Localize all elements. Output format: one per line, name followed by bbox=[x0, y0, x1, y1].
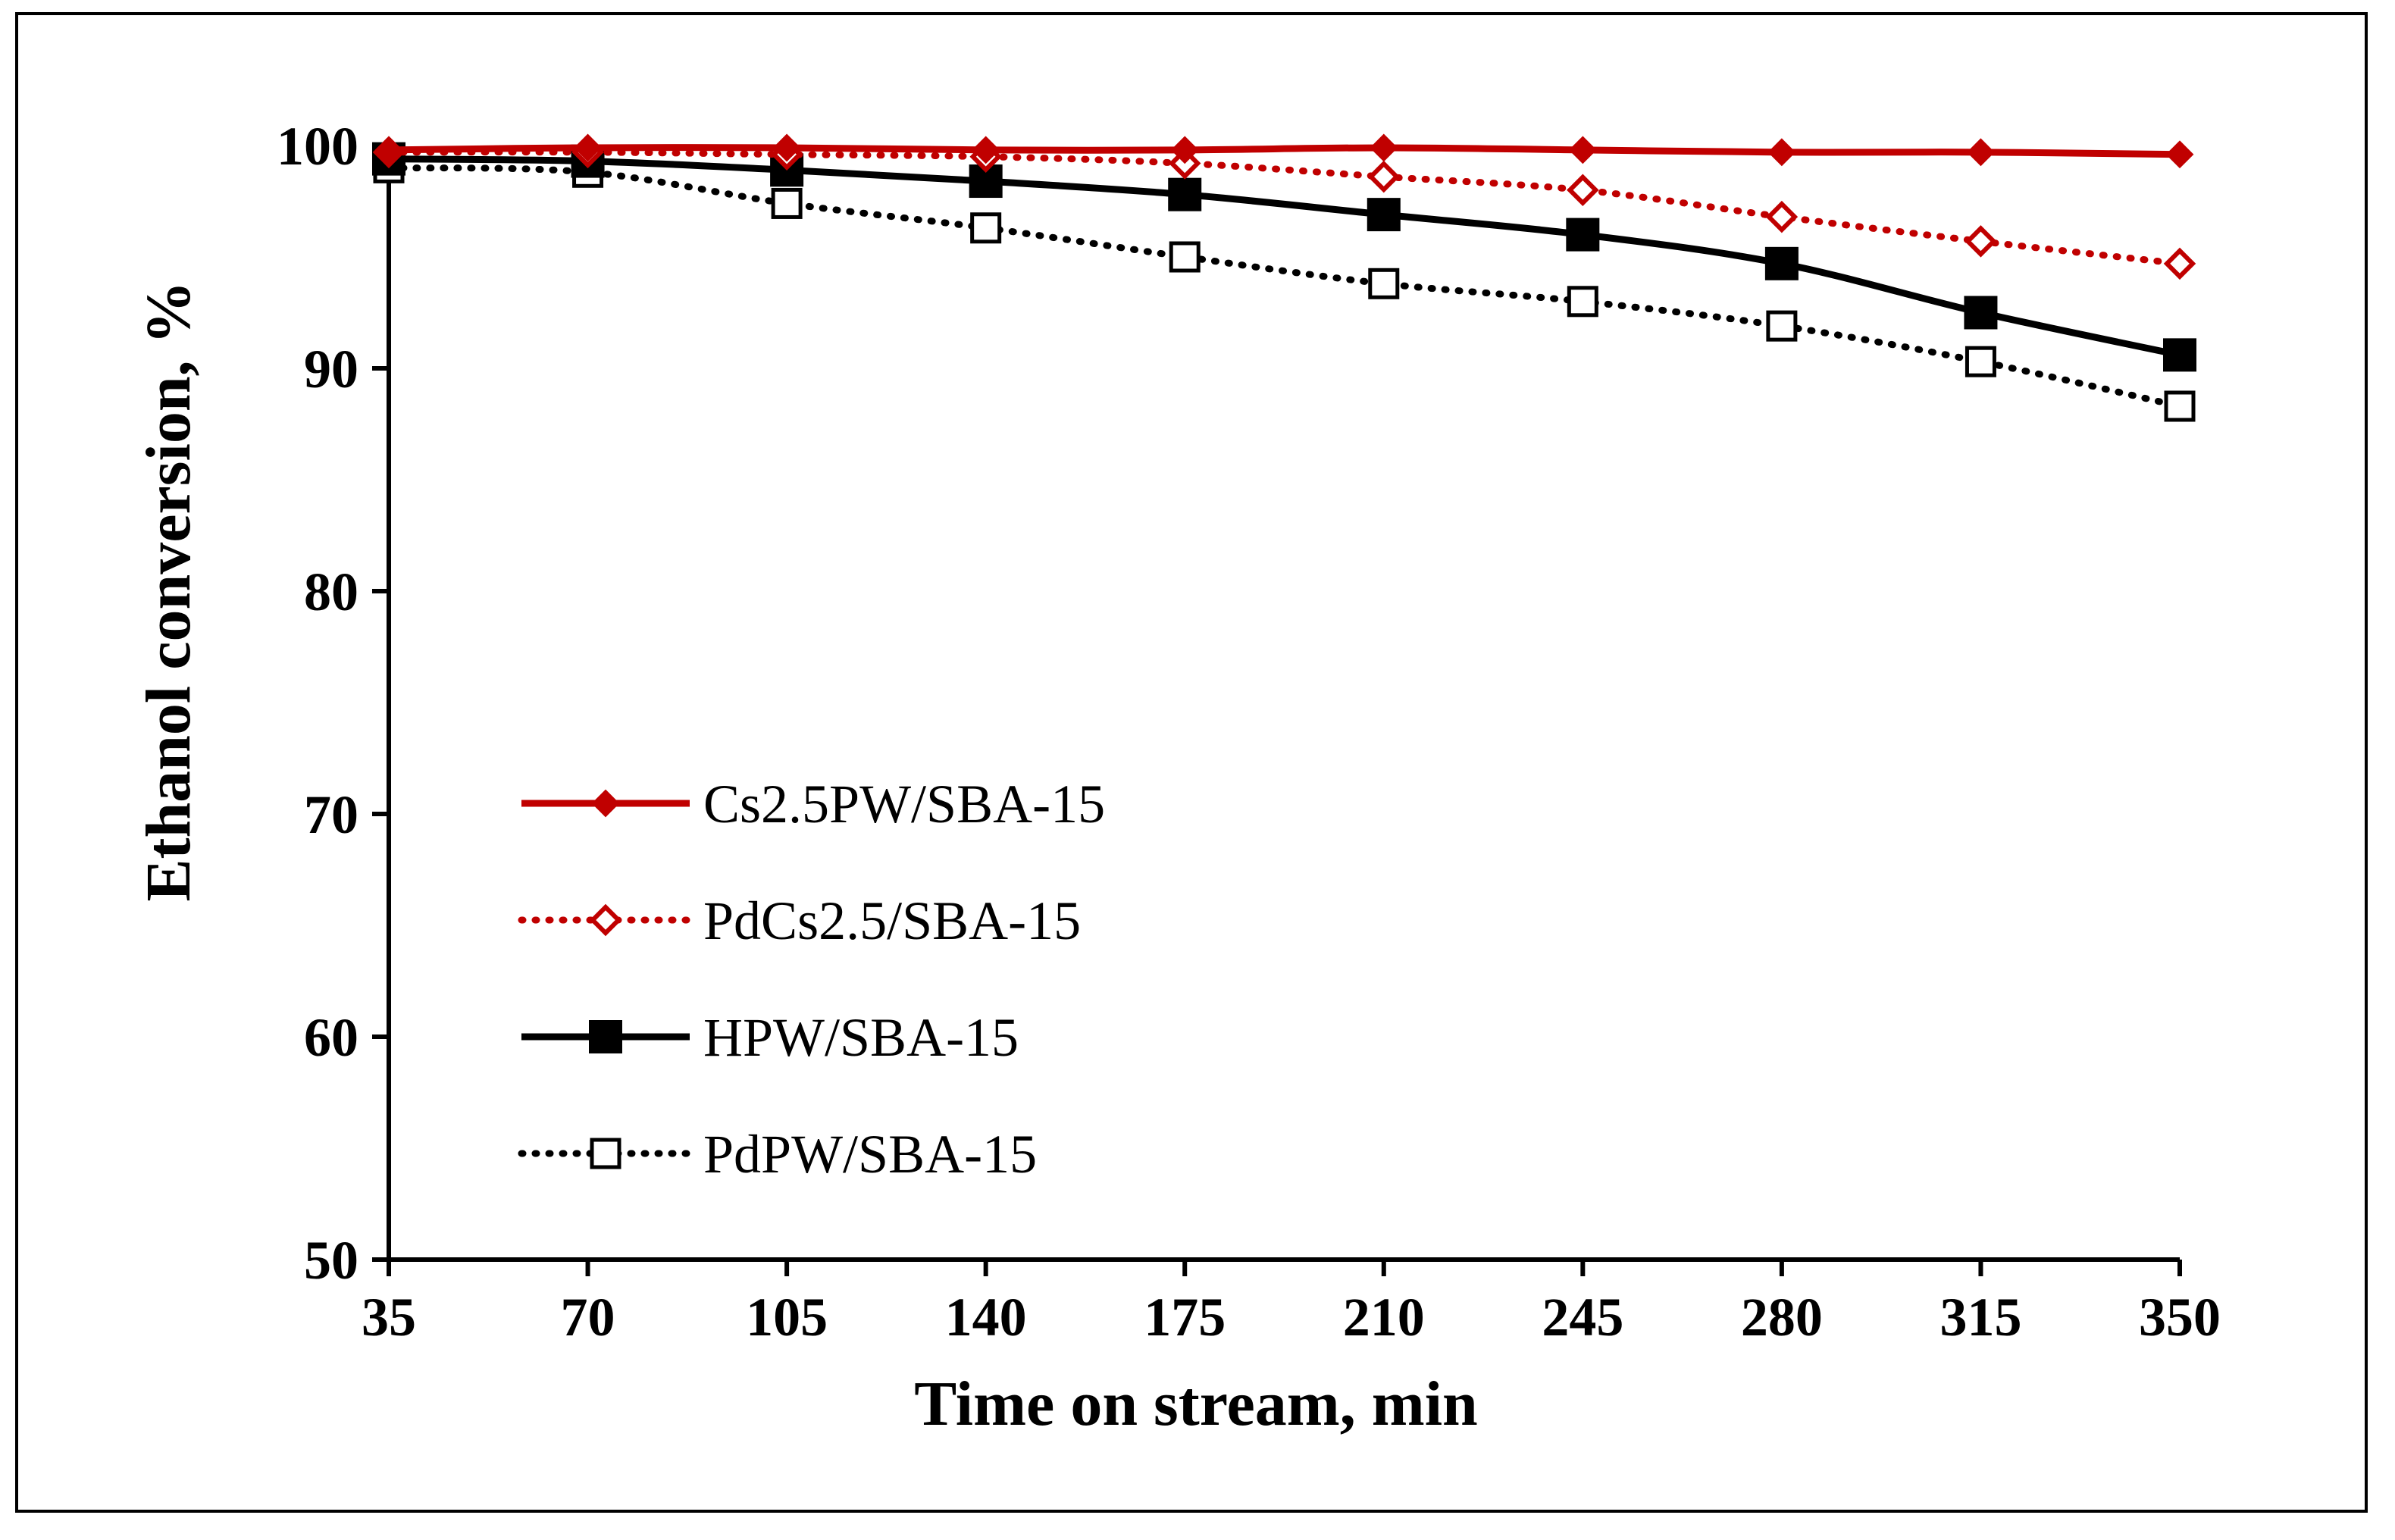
x-tick-label: 210 bbox=[1343, 1287, 1425, 1348]
x-tick-label: 350 bbox=[2139, 1287, 2221, 1348]
data-point bbox=[1168, 177, 1202, 211]
data-point bbox=[1965, 346, 1996, 377]
data-point bbox=[772, 133, 801, 162]
data-point bbox=[1170, 136, 1199, 164]
data-point bbox=[1767, 138, 1796, 167]
legend-label: PdPW/SBA-15 bbox=[703, 1124, 1037, 1185]
series-pdpw-sba-15 bbox=[373, 152, 2196, 422]
data-point bbox=[1766, 310, 1798, 342]
data-point bbox=[970, 212, 1002, 244]
y-tick-label: 60 bbox=[304, 1007, 358, 1068]
series-hpw-sba-15 bbox=[372, 142, 2196, 372]
data-point bbox=[2165, 140, 2194, 169]
x-tick-label: 70 bbox=[561, 1287, 615, 1348]
x-tick-label: 140 bbox=[945, 1287, 1027, 1348]
data-point bbox=[1765, 200, 1799, 233]
data-point bbox=[1566, 218, 1600, 252]
data-point bbox=[1967, 138, 1995, 167]
y-tick-label: 90 bbox=[304, 339, 358, 399]
x-tick-label: 315 bbox=[1939, 1287, 2021, 1348]
data-point bbox=[1367, 198, 1401, 232]
legend-item: PdCs2.5/SBA-15 bbox=[518, 891, 1081, 951]
axes: 50 60 70 80 90 100 35 70 105 140 175 210 245 280 315 35… bbox=[277, 116, 2221, 1348]
data-point bbox=[972, 136, 1000, 164]
data-point bbox=[2163, 338, 2196, 372]
y-tick-label: 70 bbox=[304, 784, 358, 845]
series-layer bbox=[372, 133, 2196, 422]
y-axis-title: Ethanol conversion, % bbox=[133, 280, 204, 901]
series-line bbox=[385, 149, 2184, 268]
data-point bbox=[1764, 246, 1799, 280]
legend-item: HPW/SBA-15 bbox=[521, 1007, 1019, 1068]
data-point bbox=[1567, 286, 1598, 318]
x-tick-label: 175 bbox=[1144, 1287, 1226, 1348]
y-tick-label: 50 bbox=[304, 1230, 358, 1291]
data-point bbox=[1367, 160, 1401, 193]
data-point bbox=[1964, 296, 1998, 330]
legend-label: PdCs2.5/SBA-15 bbox=[703, 891, 1081, 951]
x-tick-label: 105 bbox=[746, 1287, 828, 1348]
series-cs2-5pw-sba-15 bbox=[374, 133, 2194, 169]
x-tick-label: 280 bbox=[1741, 1287, 1823, 1348]
legend-marker bbox=[589, 903, 622, 937]
legend-label: HPW/SBA-15 bbox=[703, 1007, 1019, 1068]
data-point bbox=[1567, 174, 1599, 207]
data-point bbox=[1568, 136, 1597, 164]
x-tick-label: 35 bbox=[362, 1287, 416, 1348]
data-point bbox=[574, 133, 602, 162]
x-axis-title: Time on stream, min bbox=[914, 1369, 1478, 1439]
x-tick-label: 245 bbox=[1542, 1287, 1623, 1348]
data-point bbox=[1965, 225, 1997, 258]
series-line bbox=[385, 164, 2184, 410]
legend-marker bbox=[590, 1138, 621, 1169]
legend-item: Cs2.5PW/SBA-15 bbox=[521, 774, 1105, 834]
legend-marker bbox=[591, 789, 620, 818]
data-point bbox=[1169, 241, 1201, 273]
data-point bbox=[1368, 268, 1400, 299]
legend-marker bbox=[589, 1020, 622, 1053]
legend: Cs2.5PW/SBA-15 PdCs2.5/SBA-15 HPW/SBA-15 Pd… bbox=[518, 774, 1105, 1185]
y-tick-label: 80 bbox=[304, 562, 358, 622]
series-pdcs2-5-sba-15 bbox=[372, 136, 2196, 280]
data-point bbox=[2163, 247, 2196, 280]
legend-label: Cs2.5PW/SBA-15 bbox=[703, 774, 1105, 834]
y-tick-label: 100 bbox=[277, 116, 358, 177]
data-point bbox=[1370, 133, 1398, 162]
data-point bbox=[771, 187, 803, 219]
series-line bbox=[388, 155, 2181, 358]
series-line bbox=[388, 144, 2181, 158]
legend-item: PdPW/SBA-15 bbox=[518, 1124, 1037, 1185]
data-point bbox=[2164, 390, 2196, 422]
data-point bbox=[374, 136, 403, 164]
